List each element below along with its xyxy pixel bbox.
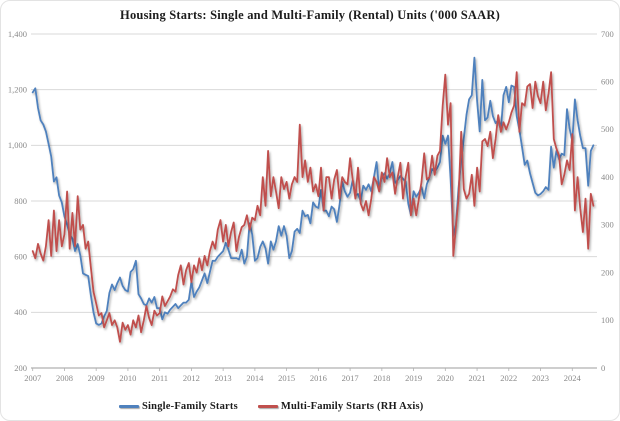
x-axis-tick-label: 2022 [500, 373, 517, 383]
chart-legend: Single-Family Starts Multi-Family Starts… [119, 401, 423, 412]
left-axis-tick-label: 1,400 [8, 29, 27, 39]
left-axis-tick-label: 600 [14, 251, 27, 261]
x-axis-tick-label: 2015 [278, 373, 295, 383]
legend-swatch-single-family-icon [119, 405, 139, 408]
right-axis-tick-label: 500 [601, 124, 614, 134]
x-axis-tick-label: 2021 [469, 373, 486, 383]
x-axis-tick-label: 2024 [564, 373, 582, 383]
left-axis-tick-label: 200 [14, 363, 27, 373]
legend-item-single-family: Single-Family Starts [119, 401, 238, 412]
legend-label-multi-family: Multi-Family Starts (RH Axis) [280, 401, 424, 412]
right-axis-tick-label: 600 [601, 77, 614, 87]
x-axis-tick-label: 2014 [246, 373, 264, 383]
right-axis-tick-label: 700 [601, 29, 614, 39]
series-line-multi-family-starts [31, 71, 595, 343]
chart-title: Housing Starts: Single and Multi-Family … [120, 8, 500, 22]
x-axis-tick-label: 2018 [373, 373, 390, 383]
right-axis-tick-label: 100 [601, 315, 614, 325]
legend-swatch-multi-family-icon [257, 405, 278, 408]
x-axis-tick-label: 2012 [183, 373, 200, 383]
left-axis-tick-label: 1,000 [8, 140, 27, 150]
legend-label-single-family: Single-Family Starts [142, 401, 238, 412]
x-axis-tick-label: 2013 [215, 373, 232, 383]
left-axis-tick-label: 400 [14, 307, 27, 317]
x-axis-tick-label: 2009 [88, 373, 105, 383]
right-axis-tick-label: 0 [601, 363, 605, 373]
right-axis-tick-label: 300 [601, 220, 614, 230]
left-axis-tick-label: 1,200 [8, 84, 27, 94]
right-axis-tick-label: 400 [601, 172, 614, 182]
x-axis-tick-label: 2007 [24, 373, 41, 383]
legend-item-multi-family: Multi-Family Starts (RH Axis) [257, 401, 424, 412]
x-axis-tick-label: 2017 [342, 373, 359, 383]
x-axis-tick-label: 2020 [437, 373, 454, 383]
x-axis-tick-label: 2011 [151, 373, 168, 383]
x-axis-tick-label: 2016 [310, 373, 327, 383]
x-axis-tick-label: 2023 [532, 373, 549, 383]
right-axis-tick-label: 200 [601, 267, 614, 277]
x-axis-tick-label: 2010 [119, 373, 136, 383]
x-axis-tick-label: 2019 [405, 373, 422, 383]
left-axis-tick-label: 800 [14, 196, 27, 206]
x-axis-tick-label: 2008 [56, 373, 73, 383]
